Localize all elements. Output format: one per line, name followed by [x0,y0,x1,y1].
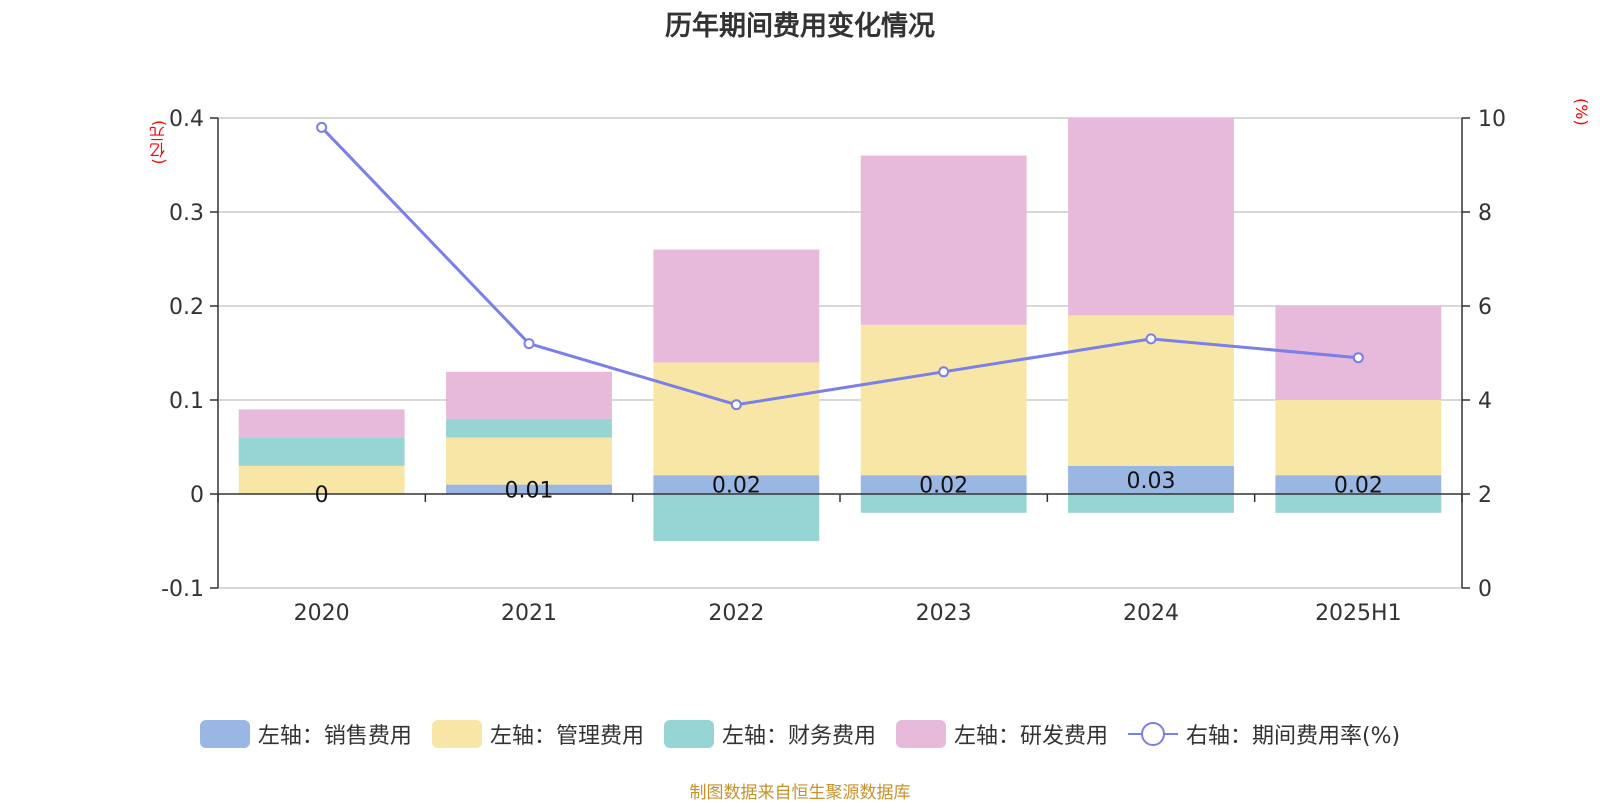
left-axis-tick-label: 0.4 [169,107,204,132]
bar-segment [1275,400,1442,476]
legend-item-management[interactable]: 左轴：管理费用 [431,718,644,750]
bar-segment [653,362,820,476]
legend-swatch-management [431,720,482,748]
bar-data-label: 0.02 [712,474,761,499]
bar-segment [653,475,820,494]
left-axis-tick-label: 0.3 [169,201,204,226]
legend-item-rnd[interactable]: 左轴：研发费用 [895,718,1108,750]
bar-segment [653,249,820,363]
left-axis-tick-label: -0.1 [161,577,204,602]
left-axis-tick-label: 0.2 [169,295,204,320]
category-label: 2021 [501,601,557,626]
legend-item-sales[interactable]: 左轴：销售费用 [199,718,412,750]
expense-rate-point [523,338,535,350]
right-axis-tick-label: 6 [1478,295,1492,320]
legend-line-marker-icon [1127,720,1178,748]
category-label: 2024 [1123,601,1179,626]
bar-segment [1068,118,1234,316]
bar-data-label: 0.02 [919,474,968,499]
bar-segment [446,484,612,494]
left-axis-tick-label: 0.1 [169,389,204,414]
legend-swatch-finance [663,720,714,748]
right-axis-tick-label: 2 [1478,483,1492,508]
legend-item-finance[interactable]: 左轴：财务费用 [663,718,876,750]
bar-segment [860,155,1027,325]
expense-rate-point [1352,352,1364,364]
right-axis-tick-label: 10 [1478,107,1506,132]
bar-segment [446,418,612,438]
bar-segment [860,324,1027,476]
bar-data-label: 0 [315,483,329,508]
chart-canvas: -0.1 0 0.1 0.2 0.3 0.4 0 2 4 6 8 10 0 0.01 0.02 0.02 0.0… [161,107,1506,626]
bar-segment [1068,494,1234,513]
expense-rate-point [316,121,328,133]
right-axis-unit: (%) [1572,98,1591,126]
bar-segment [446,437,612,485]
bar-segment [653,494,820,541]
bar-segment [860,494,1027,513]
legend-label-expense-rate: 右轴：期间费用率(%) [1185,724,1401,749]
legend-label-management: 左轴：管理费用 [489,724,644,749]
bar-segment [238,437,405,466]
bar-segment [860,475,1027,494]
legend-label-sales: 左轴：销售费用 [257,724,412,749]
legend-label-finance: 左轴：财务费用 [721,724,876,749]
expense-rate-point [1145,333,1157,345]
bar-data-label: 0.03 [1127,469,1176,494]
expense-rate-line [320,126,1359,407]
bar-data-label: 0.01 [505,478,554,503]
category-label: 2022 [708,601,764,626]
right-axis-tick-label: 8 [1478,201,1492,226]
bar-segment [238,409,405,438]
right-axis-tick-label: 4 [1478,389,1492,414]
expense-rate-point [730,399,742,411]
bar-segment [1275,475,1442,494]
category-label: 2025H1 [1315,601,1402,626]
legend: 左轴：销售费用 左轴：管理费用 左轴：财务费用 左轴：研发费用 右轴：期间费用率… [0,718,1600,750]
legend-swatch-rnd [895,720,946,748]
bar-segment [446,371,612,419]
right-axis-tick-label: 0 [1478,577,1492,602]
legend-label-rnd: 左轴：研发费用 [953,724,1108,749]
data-source-note: 制图数据来自恒生聚源数据库 [689,783,911,803]
bar-segment [238,465,405,494]
category-label: 2020 [294,601,350,626]
bar-segment [1275,494,1442,513]
bar-segment [1068,465,1234,494]
expense-rate-point [938,366,950,378]
bar-data-label: 0.02 [1334,474,1383,499]
legend-item-expense-rate[interactable]: 右轴：期间费用率(%) [1127,718,1401,750]
category-label: 2023 [916,601,972,626]
chart-title: 历年期间费用变化情况 [665,11,935,42]
legend-swatch-sales [199,720,250,748]
left-axis-tick-label: 0 [190,483,204,508]
